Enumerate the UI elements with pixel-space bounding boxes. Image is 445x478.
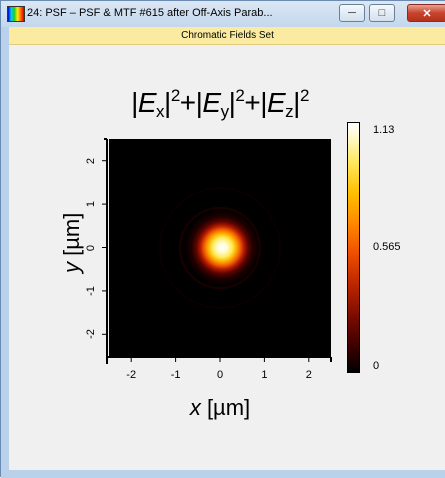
x-tick-label: 1 [261,369,268,381]
colorbar-mid-label: 0.565 [373,241,401,253]
x-tick-label: 0 [216,369,224,381]
maximize-icon: □ [378,7,386,19]
window-bottom-border [1,470,445,478]
airy-ring-2 [159,186,281,309]
subheader-label: Chromatic Fields Set [181,30,274,41]
psf-heatmap[interactable] [109,139,331,356]
y-tick-label: 2 [85,157,97,164]
x-axis-title: x [µm] [189,395,251,420]
y-tick-label: -2 [85,329,97,340]
maximize-button[interactable]: □ [369,4,395,22]
app-spectrum-icon [7,6,25,22]
x-tick-label: -2 [126,369,137,381]
y-tick-label: -1 [85,286,97,296]
minimize-button[interactable]: ─ [339,4,365,22]
x-tick-label: -1 [170,369,181,381]
x-tick-label: 2 [305,369,312,381]
plot-title: |Ex|2+|Ey|2+|Ez|2 [131,86,309,121]
y-tick-label: 0 [85,244,97,251]
close-icon: ✕ [422,7,432,20]
title-bar[interactable]: 24: PSF – PSF & MTF #615 after Off-Axis … [1,1,445,27]
colorbar [347,122,360,373]
colorbar-min-label: 0 [373,360,380,372]
y-tick-label: 1 [85,201,97,208]
colorbar-max-label: 1.13 [373,124,395,136]
minimize-icon: ─ [348,7,356,19]
y-axis-title: y [µm] [59,212,84,273]
subheader-bar: Chromatic Fields Set [9,27,445,45]
close-button[interactable]: ✕ [407,4,445,22]
window-title: 24: PSF – PSF & MTF #615 after Off-Axis … [27,7,273,19]
